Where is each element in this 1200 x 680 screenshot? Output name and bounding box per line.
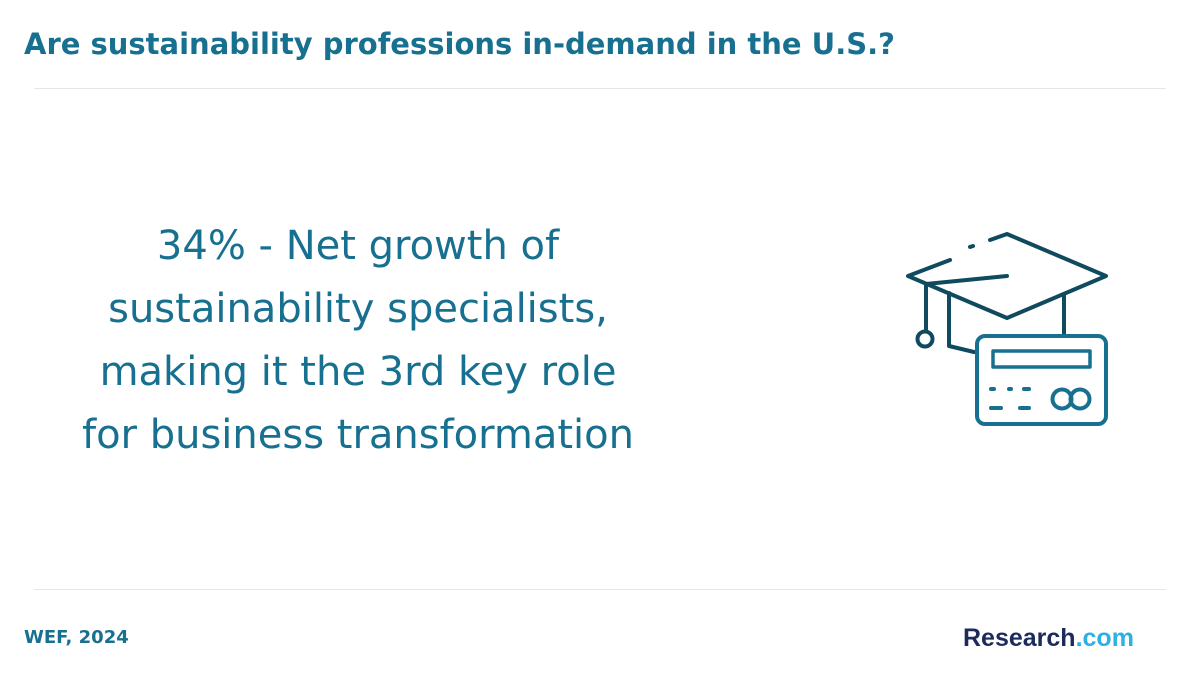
logo: Research.com	[963, 624, 1134, 652]
statement: 34% - Net growth of sustainability speci…	[82, 223, 634, 458]
page-title: Are sustainability professions in-demand…	[24, 27, 895, 61]
logo-name: Research	[963, 624, 1076, 652]
statement-line: sustainability specialists,	[108, 286, 608, 332]
logo-suffix: .com	[1076, 624, 1134, 652]
icon	[906, 232, 1108, 426]
statement-line: for business transformation	[82, 412, 634, 458]
statement-line: making it the 3rd key role	[100, 349, 617, 395]
statement-line: 34% - Net growth of	[157, 223, 560, 269]
source: WEF, 2024	[24, 627, 129, 648]
